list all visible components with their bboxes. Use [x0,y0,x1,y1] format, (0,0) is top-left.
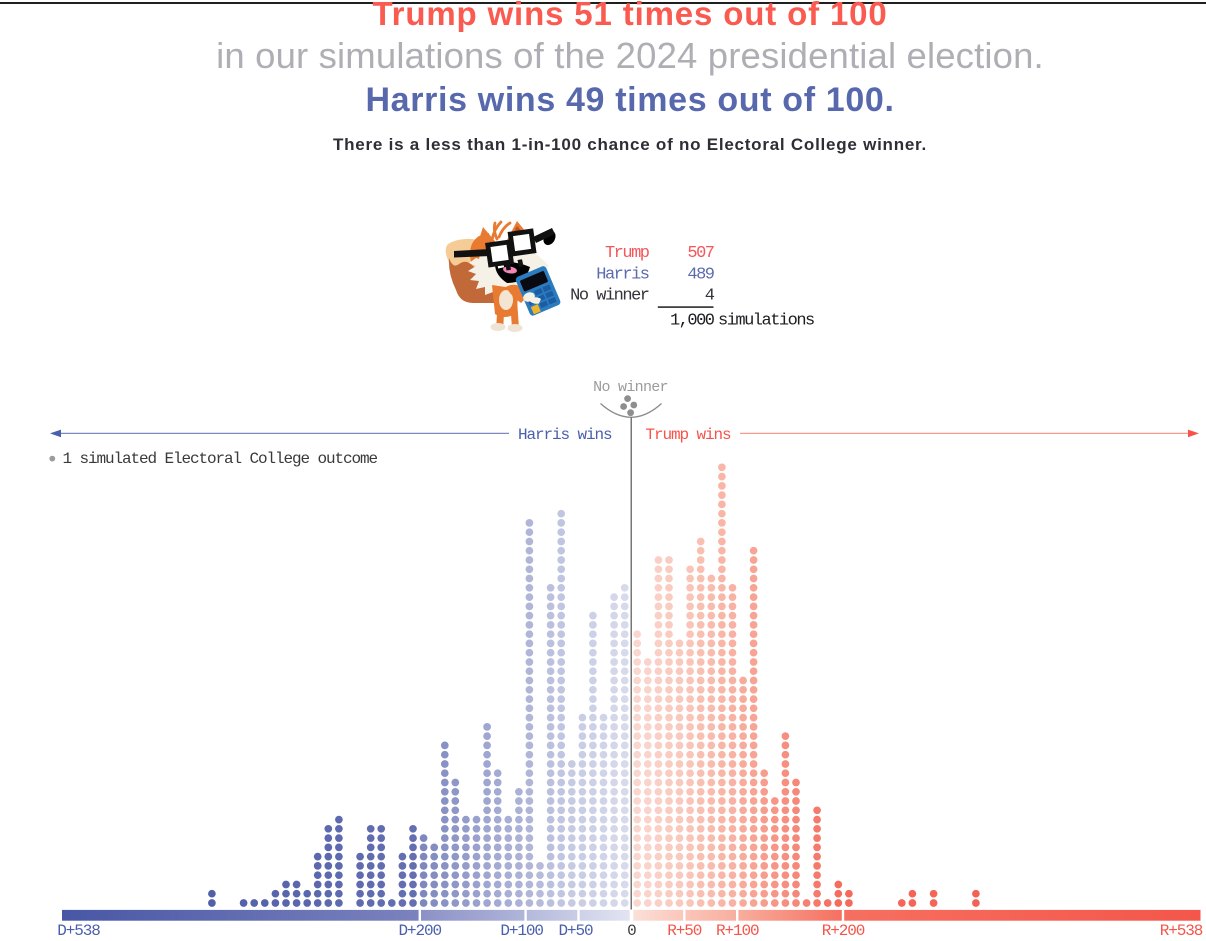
svg-text:D+200: D+200 [399,922,442,940]
svg-text:D+100: D+100 [500,922,543,940]
svg-text:D+538: D+538 [57,922,100,940]
svg-text:Harris: Harris [596,265,649,284]
svg-text:No winner: No winner [593,379,668,396]
svg-text:R+100: R+100 [716,922,759,940]
svg-text:Trump: Trump [605,244,650,263]
svg-text:simulations: simulations [718,312,814,331]
svg-text:1,000: 1,000 [670,312,715,331]
svg-text:507: 507 [687,244,713,263]
svg-text:R+200: R+200 [822,922,865,940]
svg-text:4: 4 [705,287,715,306]
svg-text:R+538: R+538 [1160,922,1203,940]
svg-text:Trump wins: Trump wins [646,426,732,444]
svg-text:D+50: D+50 [558,922,593,940]
svg-text:Harris wins: Harris wins [518,426,612,444]
svg-text:R+50: R+50 [667,922,702,940]
svg-text:489: 489 [687,265,714,284]
svg-text:1 simulated Electoral College: 1 simulated Electoral College outcome [63,450,378,468]
svg-text:0: 0 [627,922,636,940]
svg-text:No winner: No winner [570,287,649,306]
